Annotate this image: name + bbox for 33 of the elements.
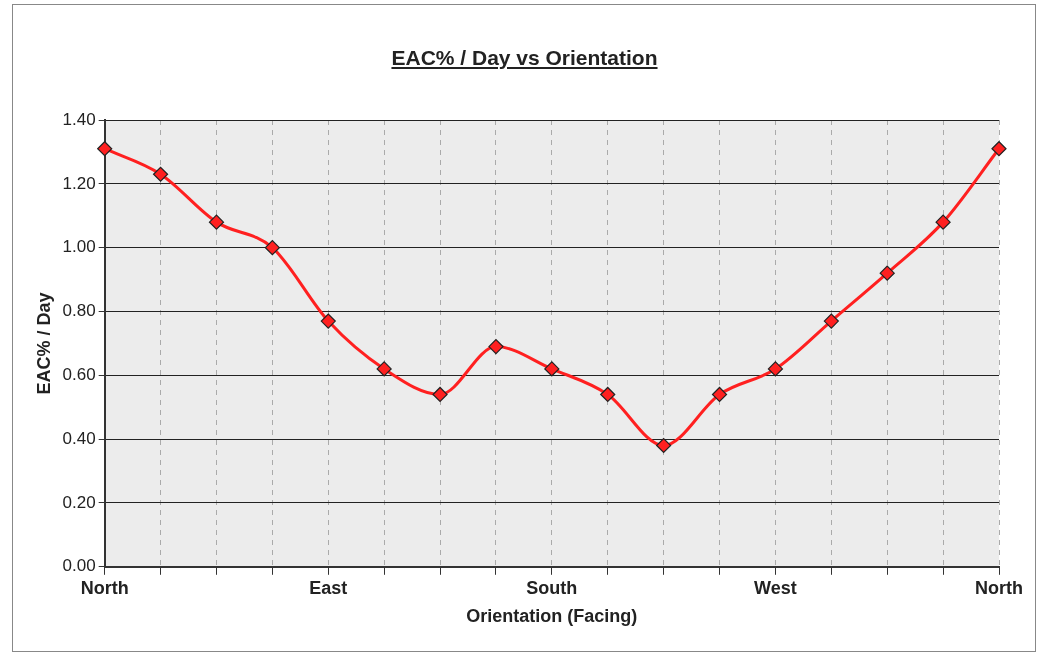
y-tick-label: 0.80	[62, 301, 96, 321]
point	[97, 141, 113, 157]
point	[152, 166, 169, 182]
point	[208, 214, 225, 230]
point	[488, 338, 504, 355]
y-axis-title: EAC% / Day	[33, 292, 54, 395]
x-tick-label: North	[80, 577, 129, 598]
y-tick-label: 0.20	[62, 492, 96, 512]
y-tick-label: 0.60	[62, 365, 96, 384]
point	[991, 141, 1007, 157]
point	[767, 361, 784, 377]
y-tick-label: 0.00	[62, 556, 96, 576]
x-tick-label: West	[754, 577, 797, 598]
point	[264, 240, 280, 256]
point	[432, 386, 448, 403]
x-axis-title: Orientation (Facing)	[466, 606, 638, 627]
point	[656, 437, 672, 454]
x-tick-label: North	[975, 577, 1023, 598]
y-tick-label: 1.20	[62, 173, 96, 193]
y-tick-label: 1.40	[62, 109, 96, 129]
point	[823, 313, 839, 329]
point	[544, 361, 560, 377]
x-tick-label: South	[526, 577, 578, 598]
x-tick-label: East	[309, 577, 348, 598]
point	[711, 386, 728, 403]
point	[600, 386, 616, 403]
point	[879, 265, 895, 281]
point	[376, 361, 392, 377]
y-tick-label: 1.00	[62, 237, 96, 257]
y-tick-label: 0.40	[62, 428, 96, 448]
point	[935, 214, 951, 230]
chart-title: EAC% / Day vs Orientation	[390, 46, 659, 70]
point	[320, 313, 336, 329]
